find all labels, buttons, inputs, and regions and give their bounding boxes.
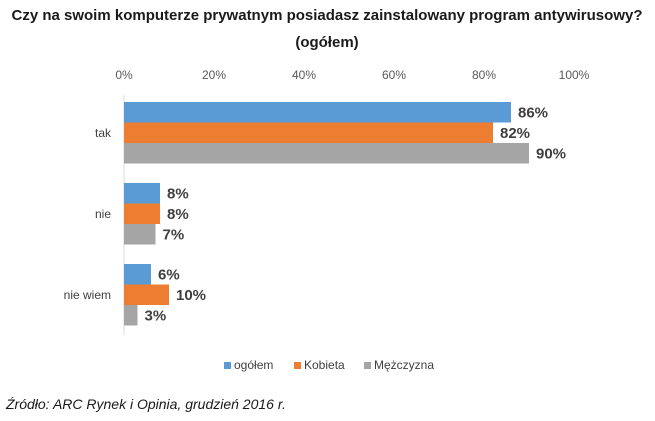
value-label: 7% <box>163 226 185 243</box>
legend-label: Mężczyzna <box>374 358 434 372</box>
bar-mężczyzna <box>124 143 529 164</box>
bar-kobieta <box>124 203 160 224</box>
bar-mężczyzna <box>124 305 138 326</box>
value-label: 90% <box>536 145 566 162</box>
x-tick-label: 40% <box>292 68 316 82</box>
legend: ogółem Kobieta Mężczyzna <box>224 358 434 372</box>
bar-mężczyzna <box>124 224 156 245</box>
chart-subtitle: (ogółem) <box>295 34 358 51</box>
value-label: 8% <box>167 206 189 223</box>
chart-title: Czy na swoim komputerze prywatnym posiad… <box>12 7 643 24</box>
legend-swatch <box>294 362 301 369</box>
legend-swatch <box>224 362 231 369</box>
value-label: 82% <box>500 125 530 142</box>
value-label: 8% <box>167 185 189 202</box>
x-tick-label: 0% <box>115 68 133 82</box>
x-tick-label: 80% <box>472 68 496 82</box>
legend-label: ogółem <box>234 358 273 372</box>
x-tick-label: 100% <box>559 68 590 82</box>
category-label: nie <box>95 207 111 221</box>
legend-label: Kobieta <box>304 358 345 372</box>
value-label: 6% <box>158 266 180 283</box>
value-label: 10% <box>176 287 206 304</box>
bar-kobieta <box>124 122 493 143</box>
source-note: Źródło: ARC Rynek i Opinia, grudzień 201… <box>5 396 286 412</box>
x-tick-label: 20% <box>202 68 226 82</box>
x-axis-ticks: 0% 20% 40% 60% 80% 100% <box>115 68 589 82</box>
bar-ogółem <box>124 102 511 123</box>
bar-ogółem <box>124 264 151 285</box>
bars: tak 86% 82% 90% nie 8% 8% 7% nie wiem 6% 10% 3% <box>64 102 566 326</box>
category-label: tak <box>95 126 112 140</box>
value-label: 86% <box>518 104 548 121</box>
bar-ogółem <box>124 183 160 204</box>
value-label: 3% <box>145 307 167 324</box>
bar-kobieta <box>124 284 169 305</box>
category-label: nie wiem <box>64 288 111 302</box>
x-tick-label: 60% <box>382 68 406 82</box>
legend-swatch <box>364 362 371 369</box>
